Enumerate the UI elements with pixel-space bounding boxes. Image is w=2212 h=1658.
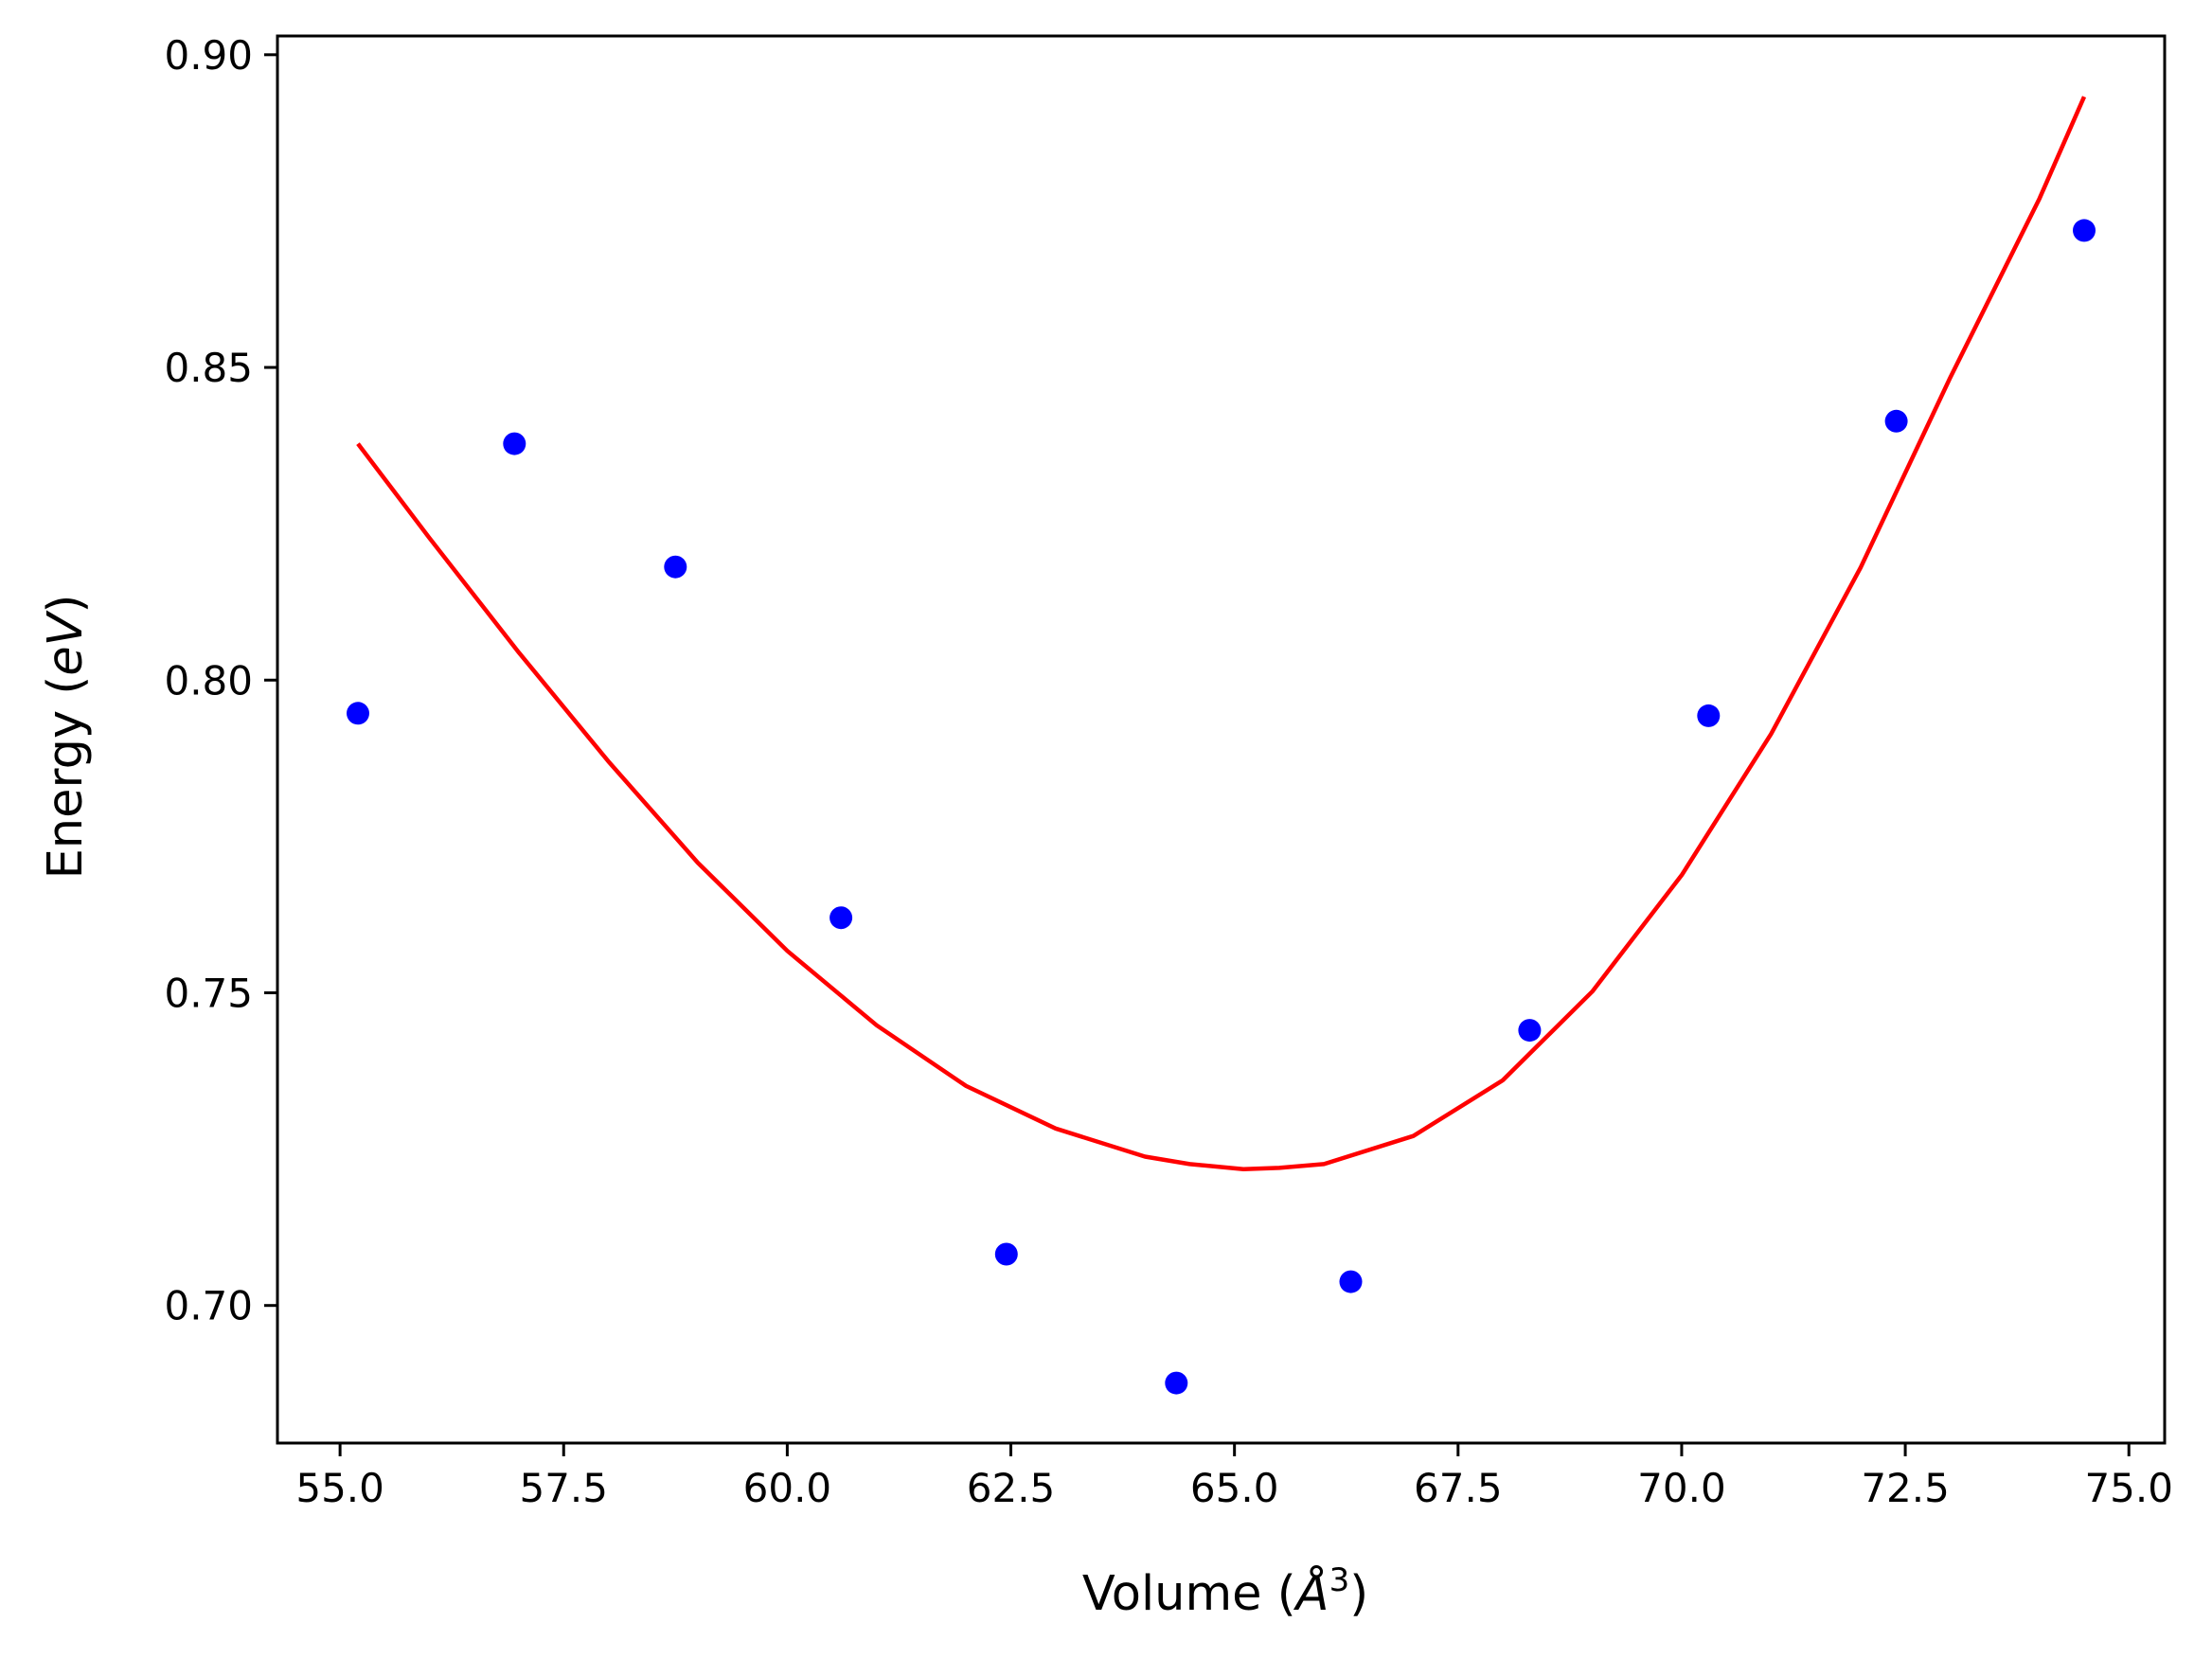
data-point — [664, 555, 687, 579]
y-tick-label: 0.75 — [164, 970, 253, 1016]
data-point — [830, 906, 853, 930]
y-axis-label-suffix: ) — [38, 595, 94, 614]
x-tick-label: 75.0 — [2084, 1465, 2173, 1511]
data-point — [1165, 1371, 1188, 1395]
x-tick-label: 62.5 — [967, 1465, 1056, 1511]
data-point — [347, 702, 369, 725]
y-axis-label-symbol: eV — [38, 610, 94, 675]
data-point — [2073, 219, 2096, 242]
data-point — [1339, 1270, 1363, 1293]
plot-area — [347, 96, 2096, 1395]
data-point — [994, 1242, 1018, 1266]
y-tick-label: 0.90 — [164, 32, 253, 79]
x-tick-label: 65.0 — [1190, 1465, 1279, 1511]
data-point — [1697, 704, 1721, 727]
fit-curve-line — [356, 96, 2087, 1171]
x-tick-label: 70.0 — [1637, 1465, 1726, 1511]
x-axis-label-superscript: 3 — [1329, 1561, 1350, 1599]
x-axis-label-suffix: ) — [1349, 1566, 1368, 1622]
x-tick-label: 72.5 — [1861, 1465, 1950, 1511]
x-tick-label: 60.0 — [743, 1465, 832, 1511]
x-tick-label: 67.5 — [1414, 1465, 1503, 1511]
data-point — [503, 432, 526, 455]
x-tick-label: 57.5 — [519, 1465, 608, 1511]
x-axis-label-prefix: Volume ( — [1082, 1566, 1296, 1622]
x-axis-label-symbol: Å — [1293, 1563, 1329, 1622]
x-axis-label: Volume (Å3) — [1082, 1561, 1368, 1622]
y-axis-label-prefix: Energy ( — [38, 676, 94, 880]
y-axis-label: Energy (eV) — [38, 595, 94, 880]
y-tick-label: 0.85 — [164, 345, 253, 391]
data-point — [1518, 1019, 1542, 1043]
y-tick-label: 0.70 — [164, 1283, 253, 1329]
plot-frame — [276, 34, 2167, 1445]
y-tick-label: 0.80 — [164, 657, 253, 704]
data-point — [1884, 409, 1908, 433]
x-tick-label: 55.0 — [295, 1465, 384, 1511]
axes: 55.0 57.5 60.0 62.5 65.0 67.5 70.0 72.5 75.0 0.70… — [164, 32, 2172, 1511]
